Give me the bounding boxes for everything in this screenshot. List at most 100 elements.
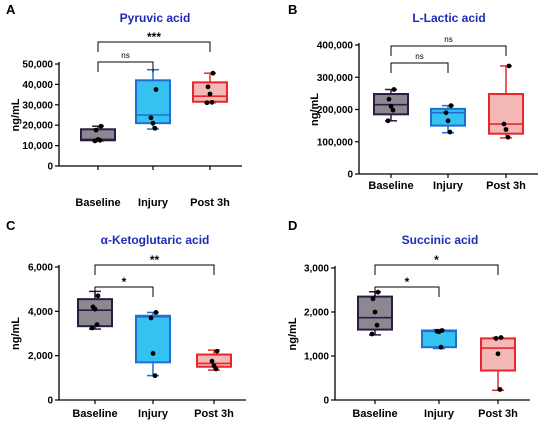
data-point [94,322,100,328]
y-tick-label: 30,000 [22,100,53,111]
y-tick-label: 200,000 [317,105,354,116]
box-injury [135,310,171,379]
data-point [391,87,397,92]
y-tick-label: 400,000 [317,41,354,52]
significance-label: *** [147,30,161,44]
y-tick-label: 10,000 [22,141,53,152]
panel-b: B L-Lactic acid 0 100,000 200,000 300,000 400,… [288,2,538,192]
data-point [388,103,394,109]
x-tick-label: Post 3h [478,408,518,420]
data-point [372,309,378,315]
box-post-3h [192,70,228,106]
iqr-box [77,298,113,328]
y-tick-label: 40,000 [22,80,53,91]
data-point [92,306,98,312]
chart-title: Succinic acid [402,233,479,247]
x-tick-label: Baseline [72,408,117,420]
y-axis-label: ng/mL [10,317,22,350]
y-tick-label: 0 [47,162,53,173]
box-injury [421,328,457,350]
y-tick-label: 3,000 [304,264,329,275]
significance-bracket: ns [97,51,154,72]
data-point [207,91,213,97]
x-tick-label: Baseline [75,197,120,209]
x-tick-label: Injury [138,197,169,209]
y-tick-label: 0 [47,396,53,407]
significance-bracket: * [94,275,154,297]
data-point [497,387,503,392]
data-point [92,138,98,144]
data-point [98,123,104,129]
data-point [205,84,211,90]
data-point [493,336,499,341]
x-tick-label: Post 3h [486,180,526,192]
bracket-line [97,61,154,72]
x-tick-label: Baseline [352,408,397,420]
significance-bracket: ns [390,35,507,56]
significance-label: * [405,275,410,289]
data-point [506,63,512,69]
box-injury [430,103,466,135]
y-axis-label: ng/mL [10,98,22,131]
significance-bracket: * [374,253,499,275]
box-post-3h [488,63,524,140]
box-baseline [80,123,116,144]
data-point [214,348,220,354]
data-point [209,358,215,364]
panel-letter: B [288,2,297,17]
data-point [495,351,501,357]
data-point [152,373,158,379]
data-point [503,127,509,132]
data-point [148,115,154,121]
x-tick-label: Injury [138,408,169,420]
data-point [498,335,504,340]
panel-letter: C [6,218,16,233]
data-point [369,331,375,337]
data-point [209,99,215,105]
bracket-line [390,45,507,56]
y-tick-label: 2,000 [28,351,53,362]
y-tick-label: 50,000 [22,60,53,71]
data-point [213,366,219,372]
data-point [386,96,392,102]
iqr-box [135,79,171,125]
panel-letter: A [6,2,16,17]
chart-title: L-Lactic acid [412,11,485,25]
bracket-line [374,286,440,297]
significance-label: ns [444,35,452,44]
data-point [93,127,99,133]
panel-a: A Pyruvic acid 0 10,000 20,000 30,000 40,000 50… [6,2,242,209]
significance-bracket: *** [97,30,211,52]
data-point [153,87,159,92]
data-point [447,129,453,135]
data-point [150,120,156,126]
data-point [445,118,451,124]
y-axis-label: ng/mL [309,93,321,126]
data-point [370,296,376,302]
bracket-line [374,264,499,275]
y-tick-label: 100,000 [317,137,354,148]
y-tick-label: 1,000 [304,352,329,363]
significance-label: * [122,275,127,289]
y-tick-label: 20,000 [22,121,53,132]
y-axis-label: ng/mL [287,317,299,350]
data-point [374,322,380,328]
y-tick-label: 0 [347,170,353,181]
chart-title: Pyruvic acid [120,11,191,25]
panel-c: Cα-Ketoglutaric acid 0 2,000 4,000 6,000 ng/m… [6,218,246,420]
data-point [505,134,511,140]
data-point [204,100,210,106]
panel-d: D Succinic acid 0 1,000 2,000 3,000 ng/mL Basel… [287,218,530,420]
significance-bracket: ns [390,52,449,73]
data-point [152,125,158,131]
data-point [150,351,156,356]
box-post-3h [196,348,232,372]
x-tick-label: Injury [424,408,455,420]
data-point [89,325,95,331]
bracket-line [390,62,449,73]
box-post-3h [480,335,516,392]
box-baseline [373,87,409,124]
bracket-line [94,286,154,297]
x-tick-label: Baseline [368,180,413,192]
